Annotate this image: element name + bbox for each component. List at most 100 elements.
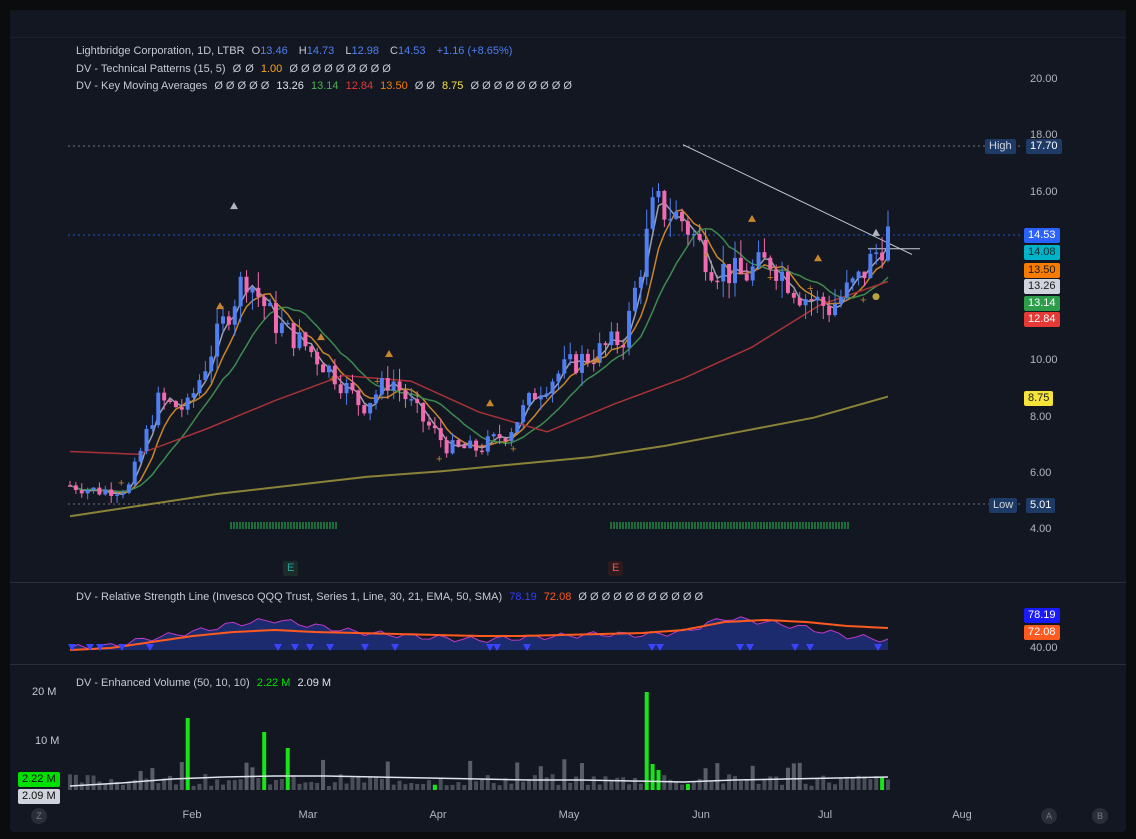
volume-bar bbox=[644, 692, 649, 790]
volume-bar bbox=[279, 779, 284, 790]
candle-body bbox=[715, 280, 720, 283]
pattern-plus: + bbox=[703, 249, 709, 261]
key-moving-averages-legend[interactable]: DV - Key Moving Averages Ø Ø Ø Ø Ø 13.26… bbox=[76, 80, 572, 92]
high-marker-label: High bbox=[985, 139, 1016, 154]
candle-body bbox=[309, 346, 314, 353]
indicator-name: DV - Relative Strength Line (Invesco QQQ… bbox=[76, 591, 503, 603]
timezone-button[interactable]: Z bbox=[31, 808, 47, 824]
volume-bar bbox=[850, 777, 855, 790]
candle-body bbox=[732, 257, 737, 284]
candle-body bbox=[833, 303, 838, 316]
candle-body bbox=[391, 381, 396, 391]
x-axis-label: Aug bbox=[952, 809, 972, 821]
base-stripe bbox=[691, 522, 693, 529]
volume-bar bbox=[409, 782, 414, 790]
volume-axis-tick: 10 M bbox=[35, 735, 60, 747]
volume-bar bbox=[379, 778, 384, 790]
candle-body bbox=[321, 364, 326, 373]
trendline bbox=[682, 144, 913, 255]
pattern-plus: + bbox=[767, 272, 773, 284]
base-stripe bbox=[820, 522, 822, 529]
x-axis-label: Jul bbox=[817, 809, 833, 821]
base-stripe bbox=[293, 522, 295, 529]
candle-body bbox=[868, 253, 873, 279]
ma-50-line bbox=[69, 280, 889, 456]
base-stripe bbox=[263, 522, 265, 529]
log-scale-button[interactable]: B bbox=[1092, 808, 1108, 824]
volume-bar bbox=[303, 782, 308, 790]
candle-body bbox=[762, 252, 767, 258]
candle-body bbox=[120, 492, 125, 495]
candle-body bbox=[185, 397, 190, 410]
base-stripe bbox=[724, 522, 726, 529]
volume-bar bbox=[291, 775, 296, 790]
candle-body bbox=[291, 322, 296, 349]
volume-bar bbox=[115, 781, 120, 790]
candle-body bbox=[356, 390, 361, 406]
base-stripe bbox=[796, 522, 798, 529]
candle-body bbox=[474, 440, 479, 451]
base-stripe bbox=[778, 522, 780, 529]
volume-bar bbox=[474, 781, 479, 790]
auto-scale-button[interactable]: A bbox=[1041, 808, 1057, 824]
base-stripe bbox=[619, 522, 621, 529]
rs-signal bbox=[96, 644, 104, 651]
base-stripe bbox=[272, 522, 274, 529]
candle-body bbox=[450, 440, 455, 454]
rs-signal bbox=[656, 644, 664, 651]
candle-body bbox=[727, 264, 732, 284]
base-stripe bbox=[640, 522, 642, 529]
pane-divider[interactable] bbox=[10, 582, 1126, 583]
candle-body bbox=[815, 296, 820, 301]
pane-divider[interactable] bbox=[10, 664, 1126, 665]
base-stripe bbox=[709, 522, 711, 529]
candle-body bbox=[91, 487, 96, 490]
volume-bar bbox=[844, 776, 849, 790]
volume-bar bbox=[432, 784, 437, 790]
candle-body bbox=[432, 425, 437, 429]
volume-bar bbox=[162, 778, 167, 790]
candle-body bbox=[703, 239, 708, 273]
candle-body bbox=[279, 323, 284, 334]
enhanced-volume-legend[interactable]: DV - Enhanced Volume (50, 10, 10) 2.22 M… bbox=[76, 677, 332, 689]
candle-body bbox=[585, 353, 590, 363]
candle-body bbox=[268, 303, 273, 307]
volume-bar bbox=[362, 782, 367, 790]
volume-bar bbox=[556, 784, 561, 790]
volume-bar bbox=[886, 779, 890, 790]
candle-body bbox=[344, 382, 349, 394]
earnings-marker[interactable]: E bbox=[608, 561, 624, 576]
candle-body bbox=[350, 382, 355, 391]
pattern-triangle bbox=[317, 333, 325, 341]
candle-body bbox=[574, 354, 579, 373]
pattern-plus: + bbox=[374, 376, 380, 388]
candle-body bbox=[368, 403, 373, 414]
volume-bar bbox=[138, 770, 143, 790]
volume-bar bbox=[150, 768, 155, 790]
price-badge: 8.75 bbox=[1024, 391, 1054, 406]
volume-bar bbox=[744, 779, 749, 790]
volume-bar bbox=[538, 766, 543, 790]
volume-bar bbox=[79, 782, 84, 790]
volume-bar bbox=[132, 779, 137, 790]
rs-axis-tick: 40.00 bbox=[1030, 642, 1058, 654]
rs-signal bbox=[86, 644, 94, 651]
volume-bar bbox=[109, 779, 114, 790]
volume-ma-line bbox=[69, 775, 889, 787]
earnings-marker[interactable]: E bbox=[283, 561, 299, 576]
candle-body bbox=[156, 392, 161, 426]
volume-bar bbox=[368, 776, 373, 790]
volume-bar bbox=[391, 784, 396, 790]
candle-body bbox=[609, 331, 614, 346]
base-stripe bbox=[805, 522, 807, 529]
price-badge: 13.50 bbox=[1024, 263, 1060, 278]
relative-strength-legend[interactable]: DV - Relative Strength Line (Invesco QQQ… bbox=[76, 591, 704, 603]
rs-signal bbox=[746, 644, 754, 651]
base-stripe bbox=[781, 522, 783, 529]
candle-body bbox=[562, 359, 567, 374]
base-stripe bbox=[649, 522, 651, 529]
high-marker-value: 17.70 bbox=[1026, 139, 1062, 154]
pattern-dot bbox=[872, 293, 880, 301]
